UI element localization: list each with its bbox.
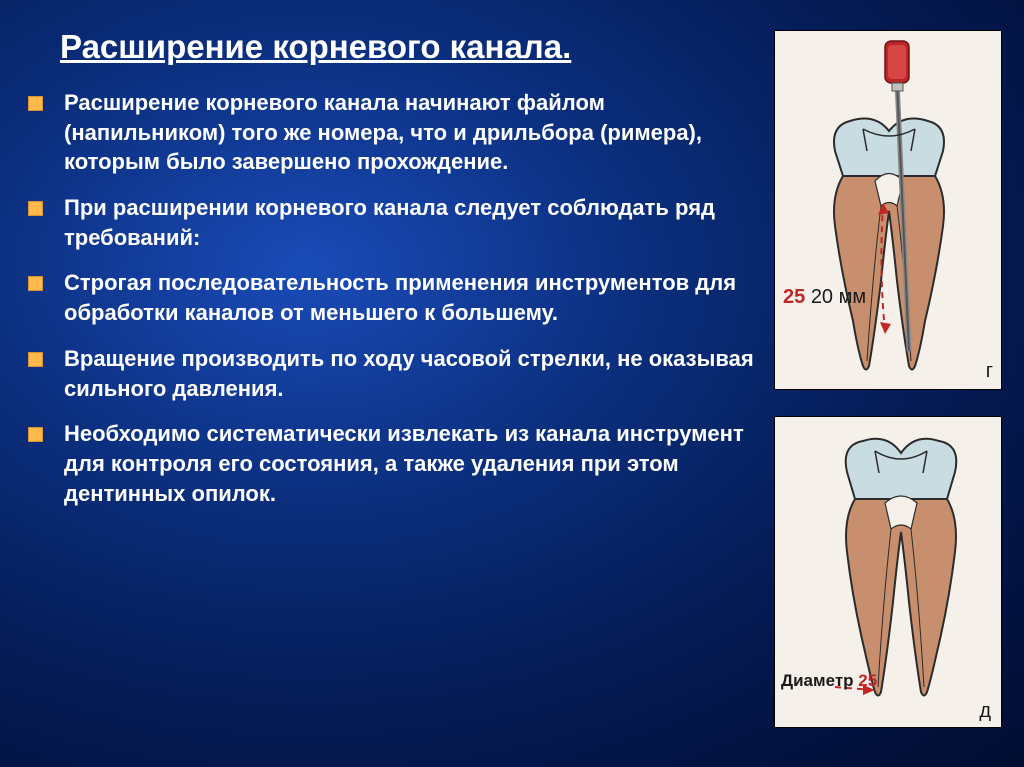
bullet-item: Расширение корневого канала начинают фай… bbox=[62, 88, 764, 177]
bullet-item: Необходимо систематически извлекать из к… bbox=[62, 419, 764, 508]
file-length: 20 мм bbox=[811, 286, 866, 308]
image-column: 25 20 мм г bbox=[774, 28, 1002, 747]
diameter-value: 25 bbox=[858, 671, 877, 690]
slide-title: Расширение корневого канала. bbox=[60, 28, 764, 66]
diameter-label: Диаметр bbox=[781, 671, 854, 690]
panel-letter-2: д bbox=[979, 700, 991, 723]
panel-letter-1: г bbox=[986, 360, 993, 383]
bullet-list: Расширение корневого канала начинают фай… bbox=[62, 88, 764, 508]
bullet-item: При расширении корневого канала следует … bbox=[62, 193, 764, 252]
bullet-item: Вращение производить по ходу часовой стр… bbox=[62, 344, 764, 403]
diagram-tooth-diameter: Диаметр 25 д bbox=[774, 416, 1002, 728]
file-size-red: 25 bbox=[783, 286, 805, 308]
text-column: Расширение корневого канала. Расширение … bbox=[62, 28, 774, 747]
diagram-tooth-with-file: 25 20 мм г bbox=[774, 30, 1002, 390]
bullet-item: Строгая последовательность применения ин… bbox=[62, 268, 764, 327]
